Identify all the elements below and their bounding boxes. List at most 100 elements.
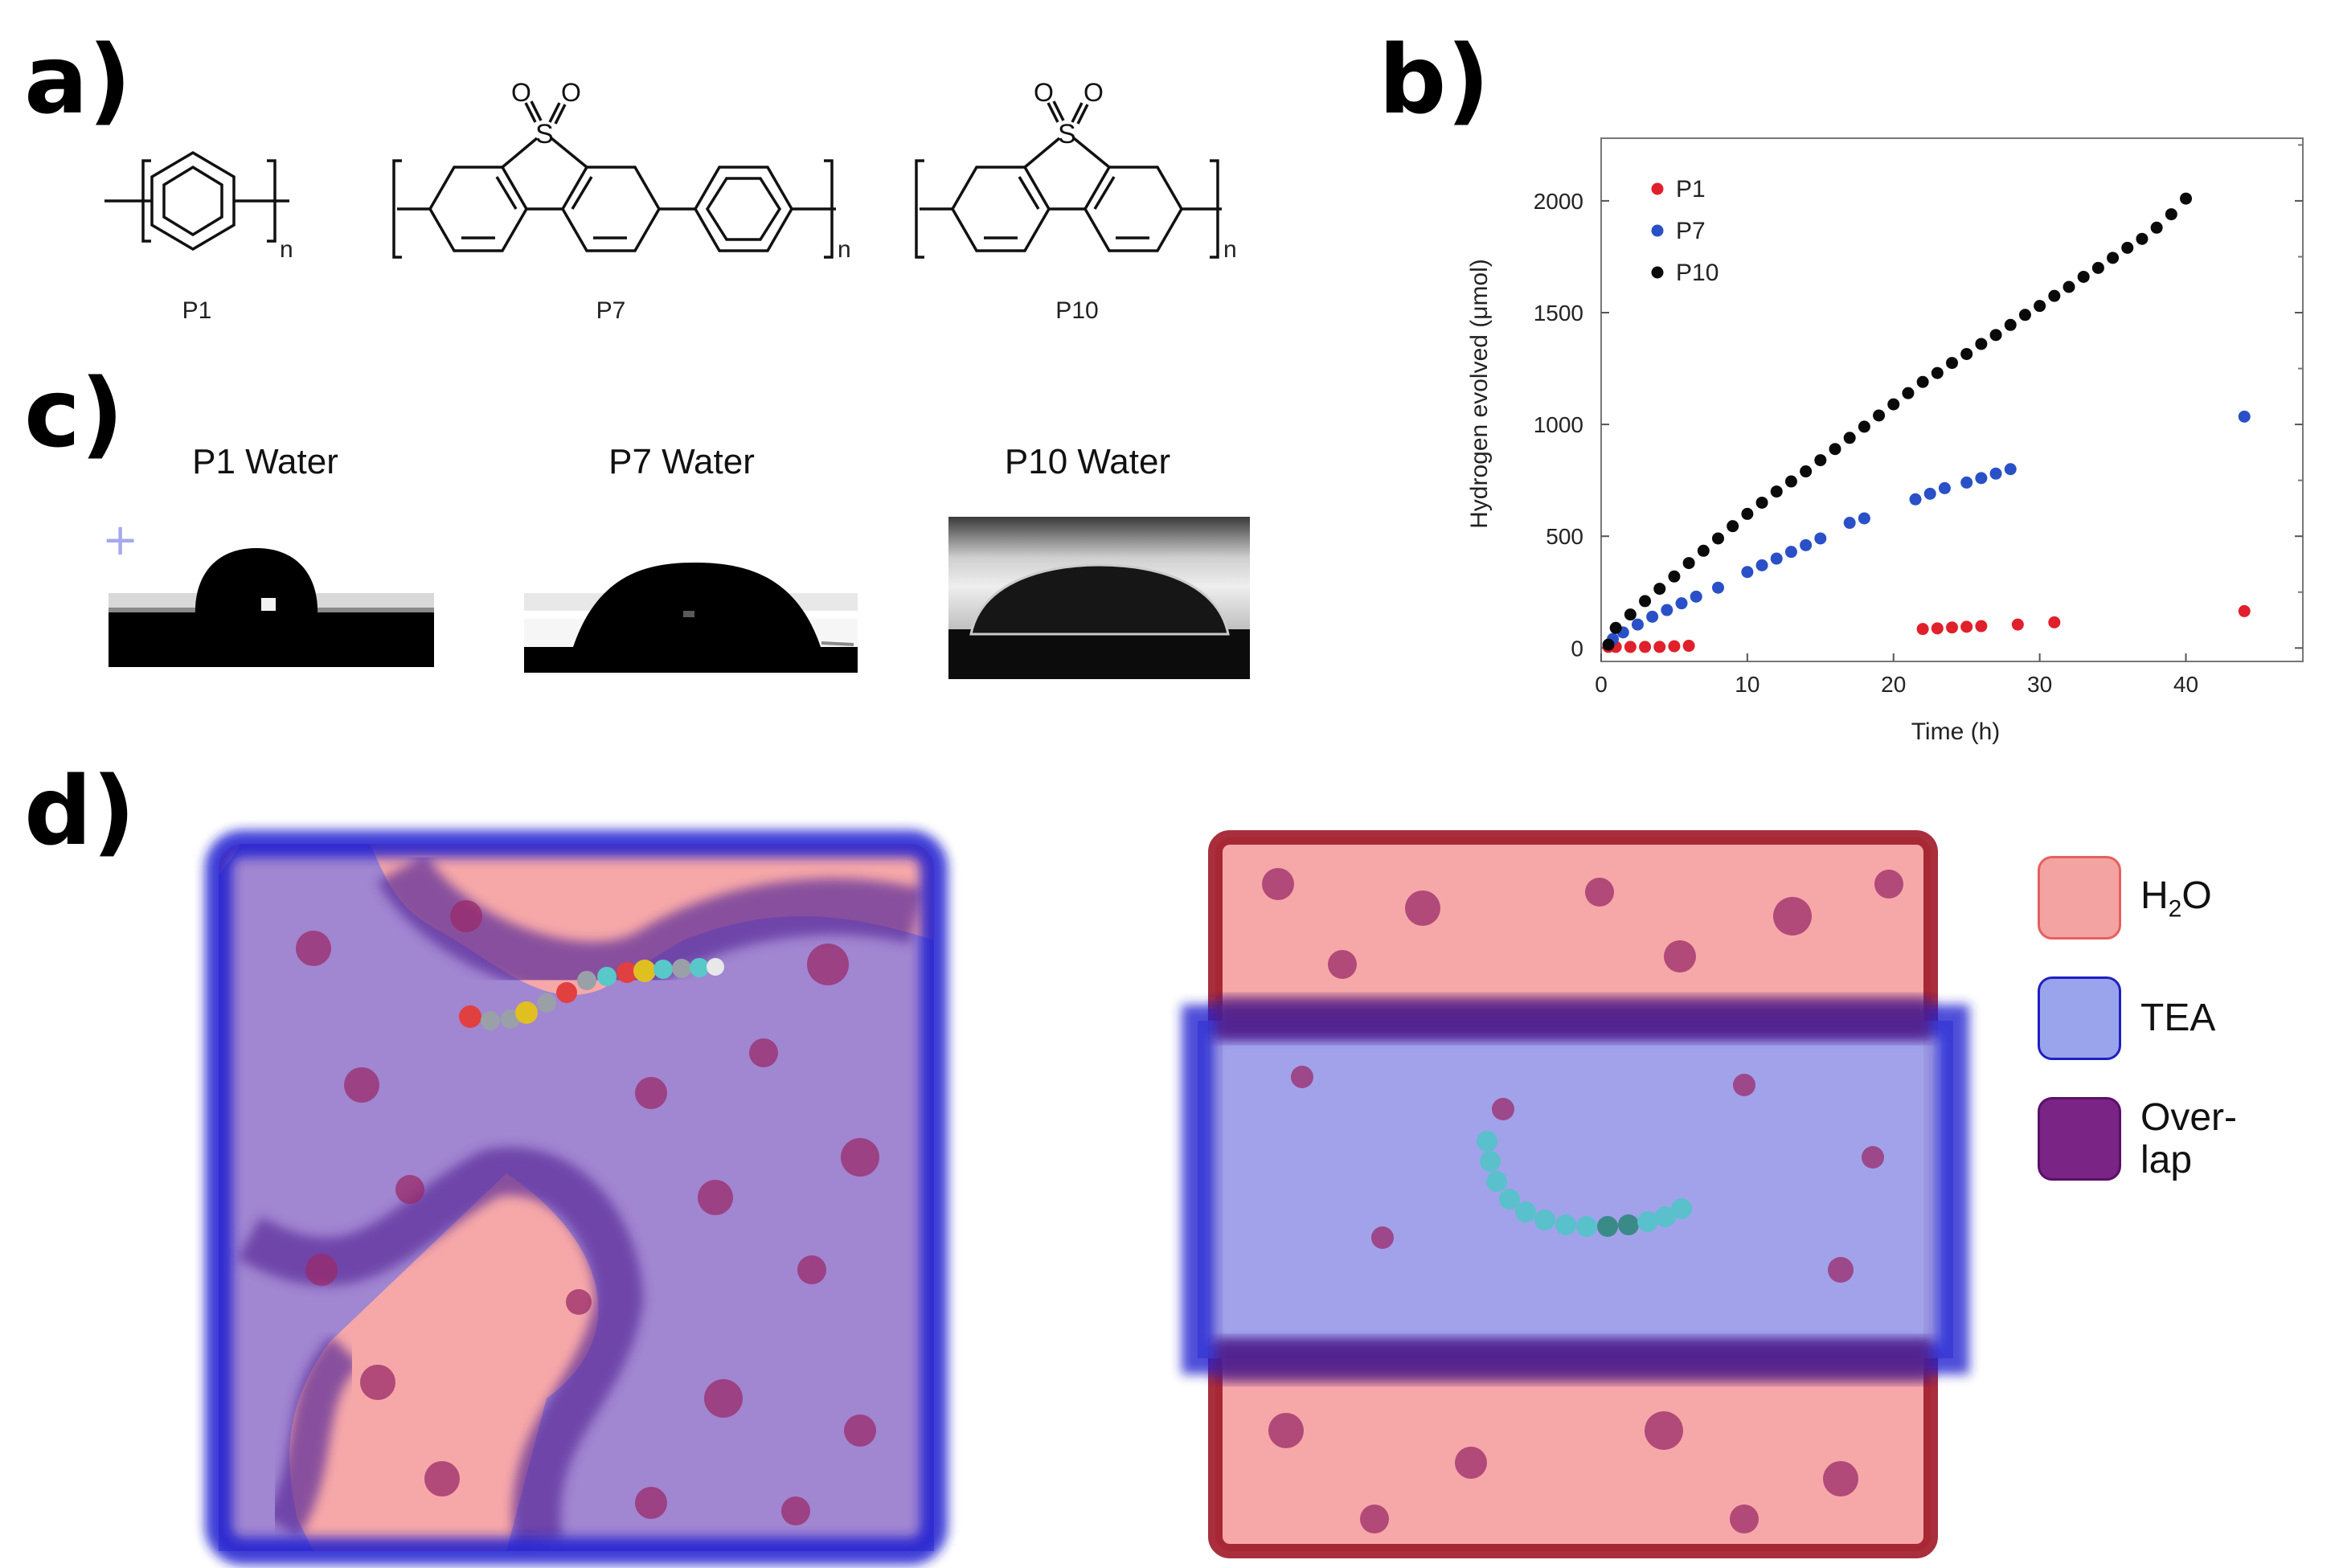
y-tick-label: 500 (1546, 524, 1583, 549)
data-point-p1 (1975, 620, 1988, 633)
structure-p10: S O O n (915, 78, 1237, 263)
legend-label-overlap: Over-lap (2140, 1096, 2237, 1182)
data-point-p10 (2048, 289, 2061, 302)
data-point-p7 (1690, 590, 1702, 603)
legend-marker-p7 (1651, 224, 1664, 237)
data-point-p10 (2180, 192, 2192, 205)
data-point-p1 (2238, 604, 2251, 617)
data-point-p7 (1631, 618, 1644, 631)
data-point-p7 (1712, 581, 1724, 594)
legend-label-p7: P7 (1676, 218, 1706, 244)
data-point-p1 (1639, 641, 1652, 653)
data-point-p7 (1843, 517, 1856, 530)
data-point-p10 (1843, 432, 1856, 444)
structure-p10-subscript: n (1223, 236, 1237, 263)
data-point-p10 (1682, 557, 1695, 570)
data-point-p10 (2077, 270, 2090, 283)
data-point-p10 (2018, 309, 2031, 321)
legend-label-h2o-sub: 2 (2168, 895, 2182, 923)
data-point-p1 (2048, 616, 2061, 628)
data-point-p1 (1960, 620, 1973, 633)
data-point-p7 (1800, 538, 1813, 551)
droplet-image-p10 (948, 517, 1250, 679)
y-tick-label: 2000 (1534, 189, 1583, 214)
data-point-p10 (1829, 443, 1841, 456)
data-point-p7 (1975, 472, 1988, 485)
data-point-p7 (1675, 597, 1688, 610)
data-point-p10 (2063, 280, 2075, 293)
data-point-p10 (2091, 261, 2104, 274)
data-point-p7 (1755, 559, 1768, 571)
data-point-p7 (1814, 532, 1827, 545)
data-point-p10 (1712, 532, 1724, 545)
drop-title-p1: P1 Water (192, 442, 338, 481)
structure-p1-label: P1 (182, 297, 212, 324)
structure-p7: S O O n (392, 78, 851, 263)
structure-p10-sulfur: S (1058, 119, 1076, 149)
data-point-p10 (1784, 475, 1797, 488)
data-point-p10 (1814, 454, 1827, 467)
legend-swatch-overlap (2038, 1097, 2121, 1181)
data-point-p10 (1858, 420, 1870, 433)
legend-label-h2o-main: H (2140, 874, 2169, 917)
crosshair-icon: + (102, 514, 138, 565)
drop-title-p7: P7 Water (608, 442, 755, 481)
data-point-p1 (1931, 622, 1944, 635)
drop-title-p10: P10 Water (1004, 442, 1171, 481)
data-point-p1 (1668, 640, 1681, 653)
legend-d: H2O TEA Over-lap (2038, 856, 2311, 1210)
panel-label-b: b) (1378, 24, 1490, 135)
polymer-chain-right (1477, 1131, 1692, 1237)
structure-p10-oxygen-left: O (1034, 78, 1054, 107)
x-tick-label: 40 (2173, 672, 2198, 697)
data-point-p10 (1602, 638, 1615, 651)
data-point-p10 (1653, 583, 1666, 596)
data-point-p7 (1938, 481, 1951, 494)
data-point-p10 (2165, 208, 2177, 221)
chart-xlabel: Time (h) (1911, 718, 2001, 745)
structure-p10-oxygen-right: O (1084, 78, 1104, 107)
data-point-p1 (1946, 621, 1958, 634)
data-point-p10 (1916, 375, 1929, 388)
data-point-p10 (1931, 366, 1944, 379)
data-point-p7 (1646, 610, 1659, 623)
data-point-p1 (1682, 640, 1695, 653)
x-tick-label: 20 (1881, 672, 1906, 697)
legend-label-h2o: H2O (2140, 874, 2212, 923)
legend-label-tea: TEA (2140, 997, 2216, 1039)
data-point-p10 (1697, 544, 1710, 557)
data-point-p7 (2238, 410, 2251, 423)
x-tick-label: 30 (2027, 672, 2052, 697)
data-point-p10 (1624, 608, 1637, 621)
data-point-p10 (1609, 621, 1622, 634)
droplet-image-p1: + (102, 514, 434, 667)
legend-label-p1: P1 (1676, 176, 1706, 203)
y-tick-label: 1000 (1534, 412, 1583, 437)
data-point-p10 (1727, 520, 1739, 533)
simulation-snapshot-left (205, 830, 948, 1565)
structure-p7-oxygen-left: O (511, 78, 531, 107)
data-point-p10 (2136, 232, 2149, 245)
structure-p10-label: P10 (1055, 297, 1099, 324)
legend-swatch-h2o (2038, 856, 2121, 940)
data-point-p10 (1800, 465, 1813, 478)
chart-ylabel: Hydrogen evolved (μmol) (1466, 259, 1493, 529)
data-point-p10 (1902, 387, 1915, 399)
data-point-p10 (2121, 241, 2134, 254)
structure-p7-subscript: n (838, 236, 851, 263)
data-point-p10 (1960, 347, 1973, 360)
data-point-p10 (1873, 409, 1886, 422)
legend-marker-p10 (1651, 266, 1664, 279)
panel-label-d: d) (24, 755, 136, 866)
data-point-p10 (1741, 507, 1754, 520)
data-point-p1 (1653, 641, 1666, 653)
data-point-p10 (1989, 329, 2002, 342)
data-point-p10 (2004, 318, 2017, 331)
data-point-p7 (1784, 546, 1797, 559)
structure-p1-subscript: n (280, 236, 293, 263)
y-tick-label: 1500 (1534, 301, 1583, 325)
data-point-p10 (1946, 357, 1958, 370)
structure-p7-label: P7 (596, 297, 626, 324)
x-tick-label: 0 (1595, 672, 1608, 697)
x-tick-label: 10 (1735, 672, 1759, 697)
